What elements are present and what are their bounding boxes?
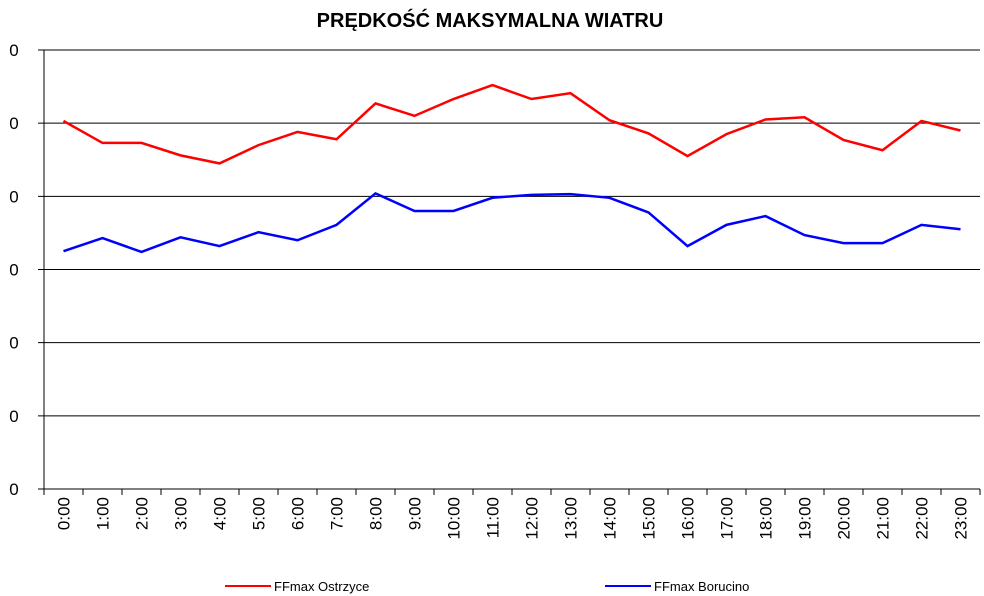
y-tick-label: 0	[9, 334, 18, 353]
x-tick-label: 16:00	[679, 497, 698, 540]
x-tick-label: 21:00	[874, 497, 893, 540]
legend-label: FFmax Borucino	[654, 579, 749, 594]
x-tick-label: 14:00	[601, 497, 620, 540]
x-tick-label: 9:00	[406, 497, 425, 530]
x-tick-label: 3:00	[172, 497, 191, 530]
chart-title: PRĘDKOŚĆ MAKSYMALNA WIATRU	[317, 8, 664, 32]
legend-label: FFmax Ostrzyce	[274, 579, 369, 594]
x-tick-label: 17:00	[718, 497, 737, 540]
x-tick-label: 19:00	[796, 497, 815, 540]
x-tick-label: 22:00	[913, 497, 932, 540]
x-tick-label: 1:00	[94, 497, 113, 530]
y-tick-label: 0	[9, 261, 18, 280]
y-tick-label: 0	[9, 114, 18, 133]
series-line	[62, 83, 961, 165]
x-tick-label: 15:00	[640, 497, 659, 540]
y-tick-label: 0	[9, 41, 18, 60]
x-tick-label: 2:00	[133, 497, 152, 530]
x-tick-label: 0:00	[55, 497, 74, 530]
x-tick-label: 12:00	[523, 497, 542, 540]
x-tick-label: 6:00	[289, 497, 308, 530]
x-tick-label: 8:00	[367, 497, 386, 530]
x-tick-label: 18:00	[757, 497, 776, 540]
x-tick-label: 4:00	[211, 497, 230, 530]
x-tick-label: 7:00	[328, 497, 347, 530]
x-tick-label: 20:00	[835, 497, 854, 540]
y-tick-label: 0	[9, 187, 18, 206]
x-tick-label: 11:00	[484, 497, 503, 538]
y-tick-label: 0	[9, 407, 18, 426]
x-tick-label: 23:00	[952, 497, 971, 540]
x-tick-label: 5:00	[250, 497, 269, 530]
series-line	[63, 191, 961, 254]
x-tick-label: 13:00	[562, 497, 581, 540]
y-tick-label: 0	[9, 480, 18, 499]
x-tick-label: 10:00	[445, 497, 464, 540]
